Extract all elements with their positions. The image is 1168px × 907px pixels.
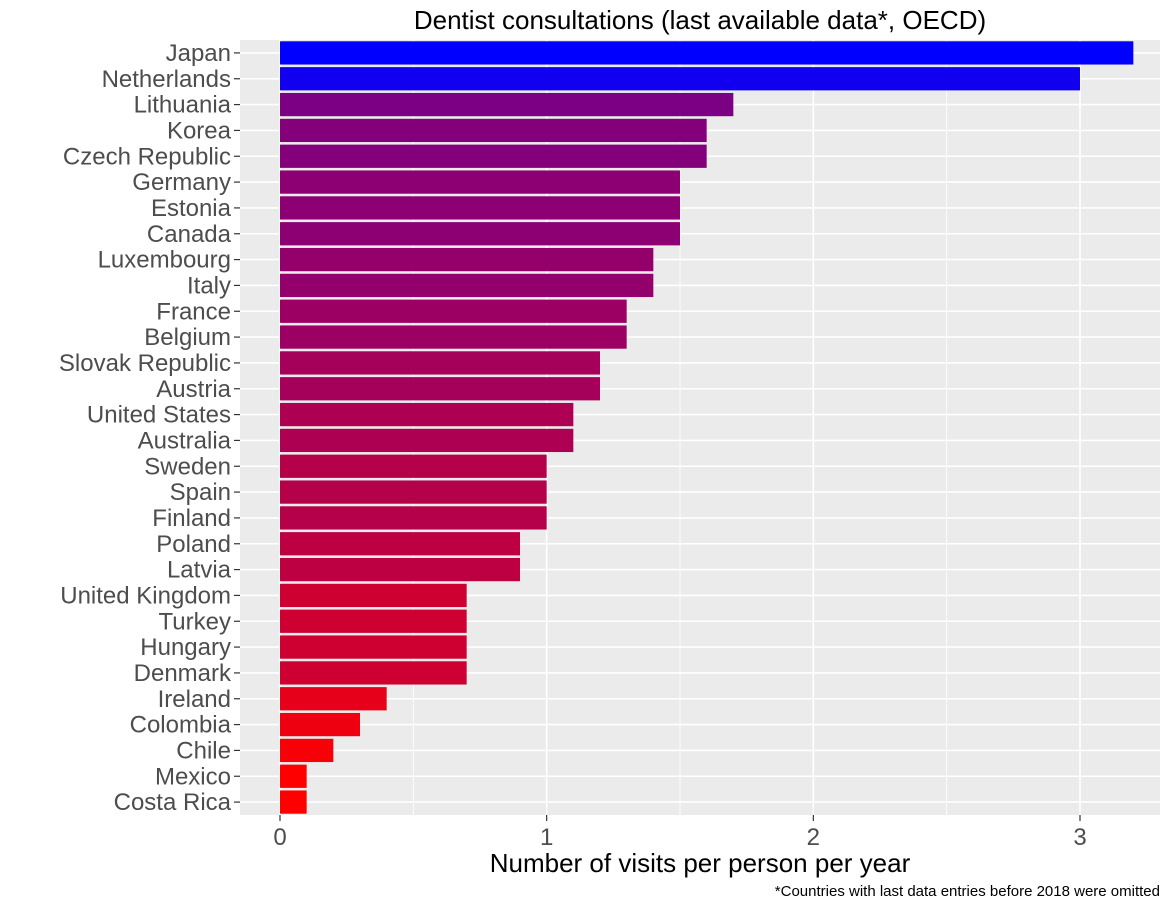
category-label: Canada	[147, 221, 232, 248]
bar	[280, 454, 547, 478]
bar	[280, 428, 574, 453]
bar	[280, 144, 707, 168]
bar	[280, 247, 654, 272]
category-label: Hungary	[140, 634, 231, 661]
bar	[280, 480, 547, 504]
bar	[280, 635, 467, 659]
category-label: Italy	[187, 272, 231, 299]
category-label: Lithuania	[134, 92, 232, 119]
bar	[280, 790, 307, 814]
x-axis-ticks: 0 1 2 3	[273, 815, 1087, 851]
x-tick-label: 0	[273, 824, 286, 851]
category-label: Luxembourg	[98, 247, 231, 274]
category-label: United States	[87, 402, 231, 429]
category-label: France	[156, 298, 231, 325]
category-label: Slovak Republic	[59, 350, 231, 377]
category-label: United Kingdom	[60, 582, 231, 609]
category-label: Colombia	[130, 712, 232, 739]
x-tick-label: 1	[540, 824, 553, 851]
x-tick-label: 3	[1073, 824, 1086, 851]
category-label: Spain	[170, 479, 231, 506]
bar	[280, 325, 627, 349]
category-label: Finland	[152, 505, 231, 532]
category-label: Turkey	[159, 608, 231, 635]
category-label: Estonia	[151, 195, 232, 222]
category-label: Australia	[138, 427, 232, 454]
chart-caption: *Countries with last data entries before…	[775, 883, 1160, 900]
category-label: Poland	[156, 531, 231, 558]
bar	[280, 402, 574, 427]
category-label: Belgium	[144, 324, 231, 351]
bar	[280, 377, 600, 401]
chart-title: Dentist consultations (last available da…	[414, 5, 986, 35]
bar	[280, 583, 467, 608]
bar	[280, 687, 387, 711]
category-label: Denmark	[134, 660, 232, 687]
bar	[280, 609, 467, 633]
bar	[280, 557, 520, 582]
bars	[280, 41, 1134, 814]
bar	[280, 41, 1134, 65]
category-label: Latvia	[167, 557, 232, 584]
bar	[280, 712, 360, 737]
bar	[280, 764, 307, 788]
bar	[280, 92, 734, 117]
category-label: Austria	[156, 376, 231, 403]
category-label: Czech Republic	[63, 143, 231, 170]
category-label: Germany	[132, 169, 231, 196]
bar	[280, 351, 600, 375]
x-tick-label: 2	[807, 824, 820, 851]
bar	[280, 532, 520, 556]
bar	[280, 506, 547, 530]
bar	[280, 299, 627, 323]
category-label: Mexico	[155, 763, 231, 790]
bar	[280, 738, 334, 763]
category-label: Japan	[166, 40, 231, 67]
category-label: Chile	[176, 737, 231, 764]
bar	[280, 661, 467, 685]
bar	[280, 170, 680, 194]
x-axis-title: Number of visits per person per year	[490, 848, 911, 878]
plot-panel	[240, 40, 1160, 815]
category-label: Netherlands	[102, 66, 231, 93]
category-label: Sweden	[144, 453, 231, 480]
bar	[280, 273, 654, 298]
bar	[280, 196, 680, 220]
bar	[280, 118, 707, 143]
bar	[280, 67, 1080, 91]
category-label: Korea	[167, 117, 232, 144]
category-label: Costa Rica	[114, 789, 232, 816]
category-label: Ireland	[158, 686, 231, 713]
bar	[280, 222, 680, 246]
